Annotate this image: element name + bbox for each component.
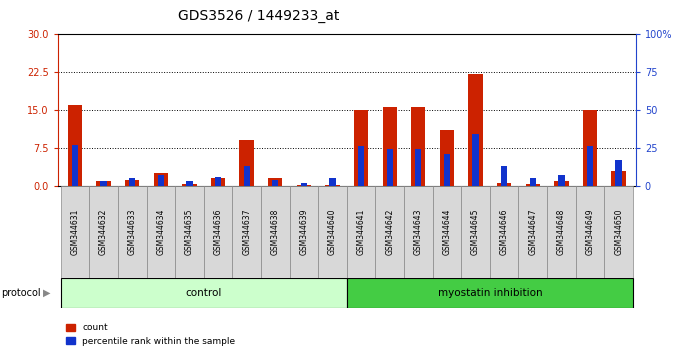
Bar bbox=[404, 186, 432, 278]
Text: GSM344635: GSM344635 bbox=[185, 209, 194, 255]
Text: GSM344637: GSM344637 bbox=[242, 209, 251, 255]
Bar bbox=[501, 166, 507, 186]
Bar bbox=[587, 146, 593, 186]
Bar bbox=[268, 178, 282, 186]
Text: control: control bbox=[186, 288, 222, 298]
Bar bbox=[154, 173, 168, 186]
Bar bbox=[129, 178, 135, 186]
Bar bbox=[290, 186, 318, 278]
Text: GSM344646: GSM344646 bbox=[500, 209, 509, 255]
Bar bbox=[386, 149, 393, 186]
Bar bbox=[329, 178, 336, 186]
Bar bbox=[358, 146, 364, 186]
Bar bbox=[97, 181, 111, 186]
Bar bbox=[615, 160, 622, 186]
Bar bbox=[318, 186, 347, 278]
Bar bbox=[243, 166, 250, 186]
Text: ▶: ▶ bbox=[43, 288, 50, 298]
Bar bbox=[325, 184, 339, 186]
Text: GSM344632: GSM344632 bbox=[99, 209, 108, 255]
Text: GSM344642: GSM344642 bbox=[386, 209, 394, 255]
Bar bbox=[61, 186, 89, 278]
Bar bbox=[530, 178, 536, 186]
Bar bbox=[89, 186, 118, 278]
Bar bbox=[211, 178, 225, 186]
Bar bbox=[526, 184, 540, 186]
Bar bbox=[461, 186, 490, 278]
Bar bbox=[354, 110, 369, 186]
Bar bbox=[347, 186, 375, 278]
Text: GSM344638: GSM344638 bbox=[271, 209, 279, 255]
Text: GSM344644: GSM344644 bbox=[443, 209, 452, 255]
Text: myostatin inhibition: myostatin inhibition bbox=[437, 288, 542, 298]
Bar bbox=[547, 186, 576, 278]
Bar bbox=[118, 186, 146, 278]
Text: GSM344634: GSM344634 bbox=[156, 209, 165, 255]
Bar bbox=[518, 186, 547, 278]
Text: GSM344649: GSM344649 bbox=[585, 209, 594, 255]
Text: GSM344645: GSM344645 bbox=[471, 209, 480, 255]
Bar bbox=[432, 186, 461, 278]
Bar bbox=[146, 186, 175, 278]
Text: GSM344641: GSM344641 bbox=[356, 209, 366, 255]
Bar bbox=[383, 107, 397, 186]
Text: GDS3526 / 1449233_at: GDS3526 / 1449233_at bbox=[177, 9, 339, 23]
Text: GSM344650: GSM344650 bbox=[614, 209, 623, 255]
Bar bbox=[411, 107, 426, 186]
Bar bbox=[215, 177, 221, 186]
Bar bbox=[576, 186, 605, 278]
Bar bbox=[554, 181, 568, 186]
Bar bbox=[558, 175, 564, 186]
Legend: count, percentile rank within the sample: count, percentile rank within the sample bbox=[63, 320, 239, 349]
Bar bbox=[440, 130, 454, 186]
Text: GSM344640: GSM344640 bbox=[328, 209, 337, 255]
Bar bbox=[296, 185, 311, 186]
Text: GSM344631: GSM344631 bbox=[71, 209, 80, 255]
Bar bbox=[204, 186, 233, 278]
Bar bbox=[272, 180, 278, 186]
Text: GSM344647: GSM344647 bbox=[528, 209, 537, 255]
Bar bbox=[490, 186, 518, 278]
Text: GSM344648: GSM344648 bbox=[557, 209, 566, 255]
Bar bbox=[61, 278, 347, 308]
Bar bbox=[611, 171, 626, 186]
Bar bbox=[415, 149, 422, 186]
Bar bbox=[347, 278, 633, 308]
Text: GSM344639: GSM344639 bbox=[299, 209, 308, 255]
Bar bbox=[375, 186, 404, 278]
Text: protocol: protocol bbox=[1, 288, 41, 298]
Bar bbox=[233, 186, 261, 278]
Bar bbox=[68, 105, 82, 186]
Bar bbox=[444, 154, 450, 186]
Text: GSM344633: GSM344633 bbox=[128, 209, 137, 255]
Bar bbox=[186, 181, 192, 186]
Bar bbox=[182, 184, 197, 186]
Bar bbox=[301, 183, 307, 186]
Bar bbox=[158, 175, 164, 186]
Text: GSM344636: GSM344636 bbox=[214, 209, 222, 255]
Bar bbox=[239, 140, 254, 186]
Bar bbox=[469, 74, 483, 186]
Text: GSM344643: GSM344643 bbox=[414, 209, 423, 255]
Bar bbox=[72, 145, 78, 186]
Bar bbox=[175, 186, 204, 278]
Bar bbox=[497, 183, 511, 186]
Bar bbox=[605, 186, 633, 278]
Bar bbox=[583, 110, 597, 186]
Bar bbox=[101, 181, 107, 186]
Bar bbox=[473, 134, 479, 186]
Bar bbox=[125, 180, 139, 186]
Bar bbox=[261, 186, 290, 278]
